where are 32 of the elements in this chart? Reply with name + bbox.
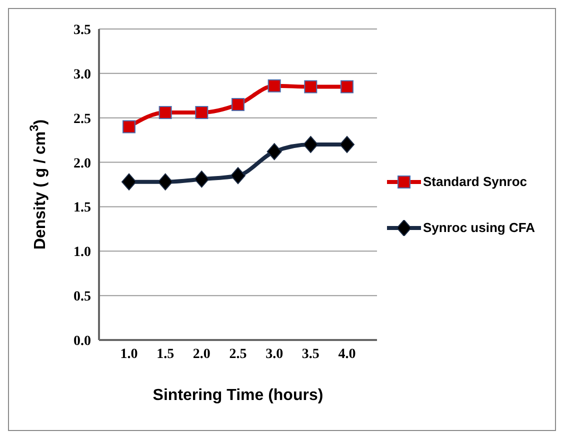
point [122, 173, 136, 190]
x-tick-label: 3.5 [302, 346, 320, 362]
y-tick-label: 2.0 [74, 156, 91, 172]
y-tick-label: 3.5 [74, 22, 91, 38]
point [194, 170, 210, 188]
y-tick-label: 0.5 [74, 290, 91, 305]
y-tick-label: 3.0 [74, 67, 91, 82]
point [268, 79, 281, 92]
legend-label: Synroc using CFA [423, 220, 535, 235]
point [122, 120, 136, 134]
x-tick-label: 1.5 [156, 346, 174, 362]
x-tick-label: 3.0 [266, 346, 284, 362]
x-tick-label: 4.0 [338, 346, 356, 362]
y-tick-label: 2.5 [74, 112, 91, 127]
point [303, 136, 318, 154]
point [340, 136, 354, 154]
y-tick-label: 1.0 [74, 245, 91, 260]
y-tick-label: 0.0 [74, 334, 91, 349]
point [158, 106, 172, 120]
point [340, 80, 354, 94]
legend-label: Standard Synroc [423, 174, 528, 189]
x-tick-label: 1.0 [120, 346, 138, 362]
point [158, 173, 173, 190]
y-tick-label: 1.5 [74, 200, 91, 216]
x-tick-label: 2.0 [192, 346, 210, 362]
point [304, 80, 318, 94]
point [195, 106, 208, 120]
x-tick-label: 2.5 [229, 346, 247, 362]
x-axis-title: Sintering Time (hours) [152, 387, 324, 404]
point [266, 143, 282, 160]
point [232, 98, 244, 112]
point [230, 167, 246, 184]
